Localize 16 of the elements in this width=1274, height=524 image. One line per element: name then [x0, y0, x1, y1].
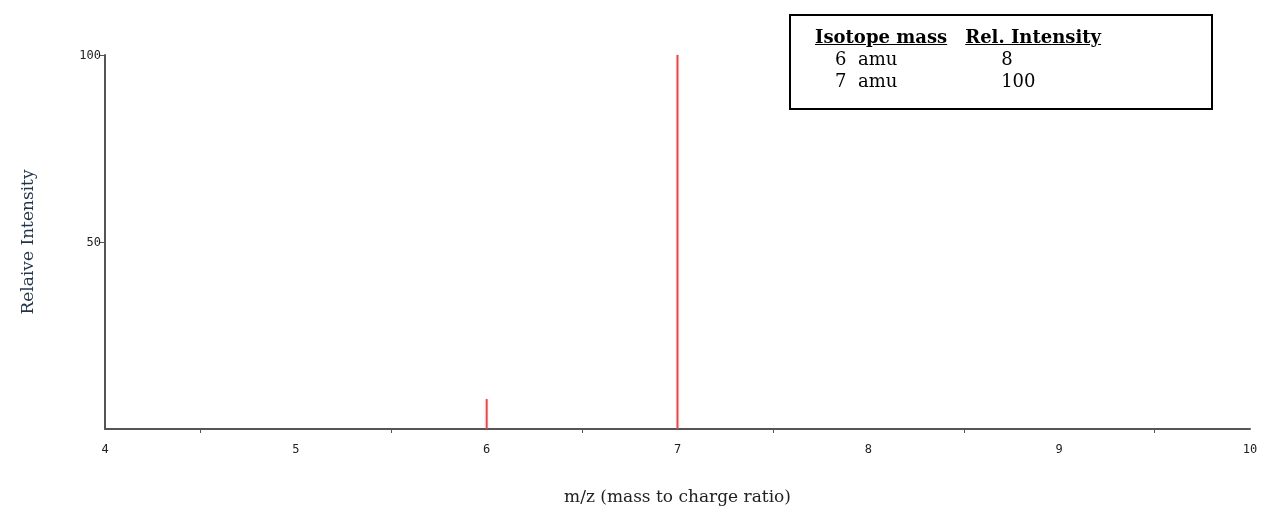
- annotation: 7 amu: [834, 70, 899, 92]
- y-tick-label: 50: [86, 235, 101, 249]
- x-tick-label: 7: [673, 442, 682, 456]
- x-tick-label: 9: [1055, 442, 1063, 456]
- annotation: 8: [1000, 48, 1014, 70]
- annotation: 6 amu: [834, 48, 899, 70]
- x-tick-label: 4: [101, 442, 109, 456]
- y-axis-title: Relaive Intensity: [16, 169, 37, 315]
- x-tick-label: 6: [483, 442, 491, 456]
- annotation: 100: [1000, 70, 1037, 92]
- text: Rel. Intensity: [965, 26, 1102, 47]
- x-tick-label: 5: [292, 442, 300, 456]
- x-axis-title: m/z (mass to charge ratio): [564, 485, 791, 506]
- x-tick-label: 8: [864, 442, 872, 456]
- x-tick-label: 10: [1242, 442, 1258, 456]
- text: Isotope mass: [815, 26, 948, 47]
